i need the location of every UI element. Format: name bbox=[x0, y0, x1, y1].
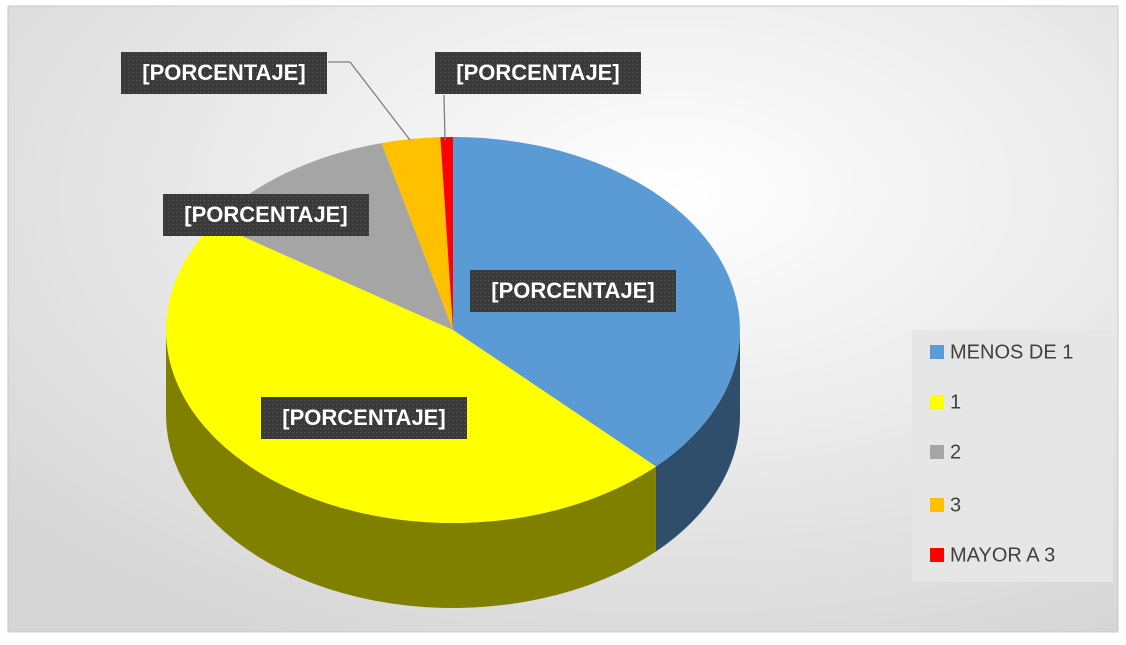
legend-swatch bbox=[930, 498, 944, 512]
leader-line bbox=[328, 61, 411, 141]
slice-side bbox=[655, 330, 740, 552]
data-label-box bbox=[470, 270, 676, 312]
data-label: [PORCENTAJE] bbox=[282, 405, 445, 430]
data-label: [PORCENTAJE] bbox=[456, 60, 619, 85]
slice bbox=[440, 137, 453, 330]
legend-swatch bbox=[930, 395, 944, 409]
slice bbox=[166, 223, 656, 523]
slice bbox=[381, 137, 453, 330]
data-label-box bbox=[121, 52, 327, 94]
legend-swatch bbox=[930, 548, 944, 562]
data-label-box bbox=[261, 397, 467, 439]
legend-label: 1 bbox=[950, 391, 961, 413]
data-label-box bbox=[163, 194, 369, 236]
leader-line bbox=[443, 94, 446, 141]
slice bbox=[213, 143, 453, 330]
legend-label: 3 bbox=[950, 494, 961, 516]
slice-side bbox=[166, 330, 656, 608]
data-label: [PORCENTAJE] bbox=[491, 278, 654, 303]
data-label: [PORCENTAJE] bbox=[184, 202, 347, 227]
data-label: [PORCENTAJE] bbox=[142, 60, 305, 85]
legend-box bbox=[912, 330, 1113, 582]
legend-swatch bbox=[930, 345, 944, 359]
legend-label: MAYOR A 3 bbox=[950, 544, 1055, 566]
data-label-box bbox=[435, 52, 641, 94]
legend-label: MENOS DE 1 bbox=[950, 341, 1073, 363]
legend-swatch bbox=[930, 445, 944, 459]
legend-label: 2 bbox=[950, 441, 961, 463]
